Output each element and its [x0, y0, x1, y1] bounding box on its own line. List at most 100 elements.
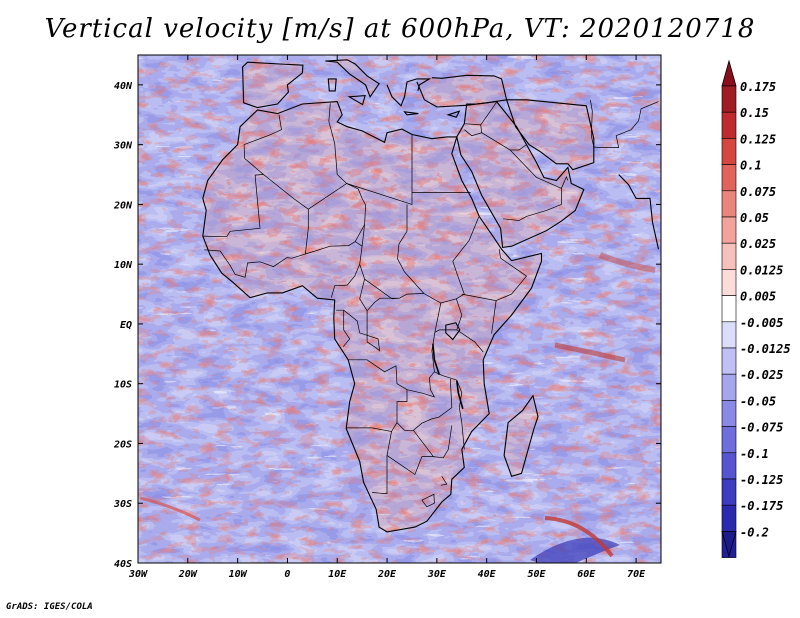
x-tick-label: 60E	[577, 569, 596, 580]
colorbar-swatch	[721, 111, 737, 139]
country-border	[346, 135, 413, 205]
x-tick-label: 20E	[377, 569, 397, 580]
turkey-outline	[416, 74, 508, 108]
country-border	[481, 132, 527, 151]
chart-title: Vertical velocity [m/s] at 600hPa, VT: 2…	[44, 14, 756, 44]
country-border	[421, 493, 435, 508]
country-border	[330, 264, 361, 298]
country-border	[431, 302, 465, 450]
colorbar-label: -0.2	[740, 525, 769, 539]
x-tick-label: 40E	[478, 569, 497, 580]
country-border	[495, 257, 528, 301]
country-borders	[202, 99, 659, 508]
plot-frame	[137, 54, 662, 564]
colorbar-label: -0.075	[740, 421, 783, 435]
colorbar-label: -0.025	[740, 368, 783, 382]
country-border	[202, 235, 227, 238]
colorbar-label: -0.05	[740, 394, 776, 408]
cyprus-outline	[446, 110, 461, 118]
sicily-outline	[347, 94, 366, 106]
iberia-outline	[242, 61, 304, 109]
colorbar-swatch	[721, 164, 737, 192]
colorbar-swatch	[721, 452, 737, 480]
x-tick-label: 10W	[229, 569, 248, 580]
y-tick-label: EQ	[120, 320, 132, 331]
country-border	[589, 99, 659, 148]
credit-label: GrADS: IGES/COLA	[6, 602, 93, 612]
country-border	[464, 124, 483, 137]
greece-outline	[386, 78, 432, 107]
colorbar-bottom-arrow	[721, 531, 737, 558]
x-tick-label: 10E	[328, 569, 347, 580]
x-tick-label: 30E	[427, 569, 447, 580]
country-border	[396, 378, 453, 431]
country-border	[226, 158, 265, 237]
madagascar-outline	[503, 394, 539, 477]
colorbar-label: 0.05	[740, 211, 769, 225]
colorbar-label: 0.125	[740, 132, 776, 146]
colorbar-label: 0.005	[740, 290, 776, 304]
africa-outline	[202, 101, 543, 533]
colorbar-label: -0.125	[740, 473, 783, 487]
colorbar-swatch	[721, 242, 737, 270]
country-border	[334, 143, 347, 184]
colorbar-swatch	[721, 426, 737, 454]
sardinia-outline	[327, 78, 337, 92]
y-tick-label: 20S	[113, 439, 132, 450]
country-border	[372, 431, 392, 495]
country-border	[204, 174, 309, 278]
y-axis: 40N 30N 20N 10N EQ 10S 20S 30S 40S	[113, 81, 661, 570]
lake-malawi	[456, 380, 464, 410]
y-tick-label: 40N	[114, 81, 133, 92]
colorbar-swatch	[721, 85, 737, 113]
colorbar-label: 0.1	[740, 159, 762, 173]
colorbar-swatch	[721, 138, 737, 165]
country-border	[440, 476, 448, 486]
y-tick-label: 10S	[114, 380, 132, 391]
lake-victoria	[445, 322, 461, 341]
country-border	[413, 430, 434, 457]
colorbar-swatch	[721, 269, 737, 296]
country-border	[503, 149, 562, 221]
y-tick-label: 40S	[114, 559, 132, 570]
colorbar-label: 0.15	[740, 106, 769, 120]
iran-outline	[505, 99, 595, 171]
country-border	[328, 103, 336, 144]
colorbar: 0.175 0.15 0.125 0.1 0.075 0.05 0.025 0.0125 0.0…	[721, 59, 791, 558]
x-tick-label: 20W	[178, 569, 198, 580]
colorbar-label: -0.1	[740, 447, 769, 461]
colorbar-swatch	[721, 373, 737, 401]
africa-coastline	[202, 59, 660, 533]
colorbar-swatch	[721, 190, 737, 218]
crete-outline	[403, 111, 419, 116]
x-tick-label: 70E	[627, 569, 646, 580]
y-tick-label: 30S	[113, 499, 132, 510]
y-tick-label: 30N	[113, 141, 133, 152]
colorbar-label: 0.025	[740, 237, 776, 251]
colorbar-label: 0.075	[740, 185, 776, 199]
colorbar-swatch	[721, 478, 737, 506]
x-tick-label: 50E	[527, 569, 546, 580]
colorbar-label: -0.0125	[740, 342, 791, 356]
lake-tanganyika	[432, 343, 441, 375]
colorbar-top-arrow	[721, 59, 737, 87]
colorbar-swatch	[721, 216, 737, 244]
italy-outline	[325, 59, 380, 98]
colorbar-swatch	[721, 400, 737, 427]
colorbar-swatch	[721, 295, 737, 323]
colorbar-swatch	[721, 321, 737, 349]
country-border	[336, 279, 381, 352]
colorbar-swatch	[721, 347, 737, 375]
y-tick-label: 20N	[113, 200, 133, 211]
india-coast	[618, 174, 660, 250]
x-tick-label: 0	[284, 569, 290, 580]
colorbar-label: -0.175	[740, 499, 783, 513]
country-border	[243, 114, 282, 159]
country-border	[561, 176, 569, 189]
country-border	[366, 297, 400, 312]
y-tick-label: 10N	[114, 260, 133, 271]
colorbar-label: 0.175	[740, 80, 776, 94]
country-border	[342, 310, 351, 347]
country-border	[434, 329, 457, 333]
